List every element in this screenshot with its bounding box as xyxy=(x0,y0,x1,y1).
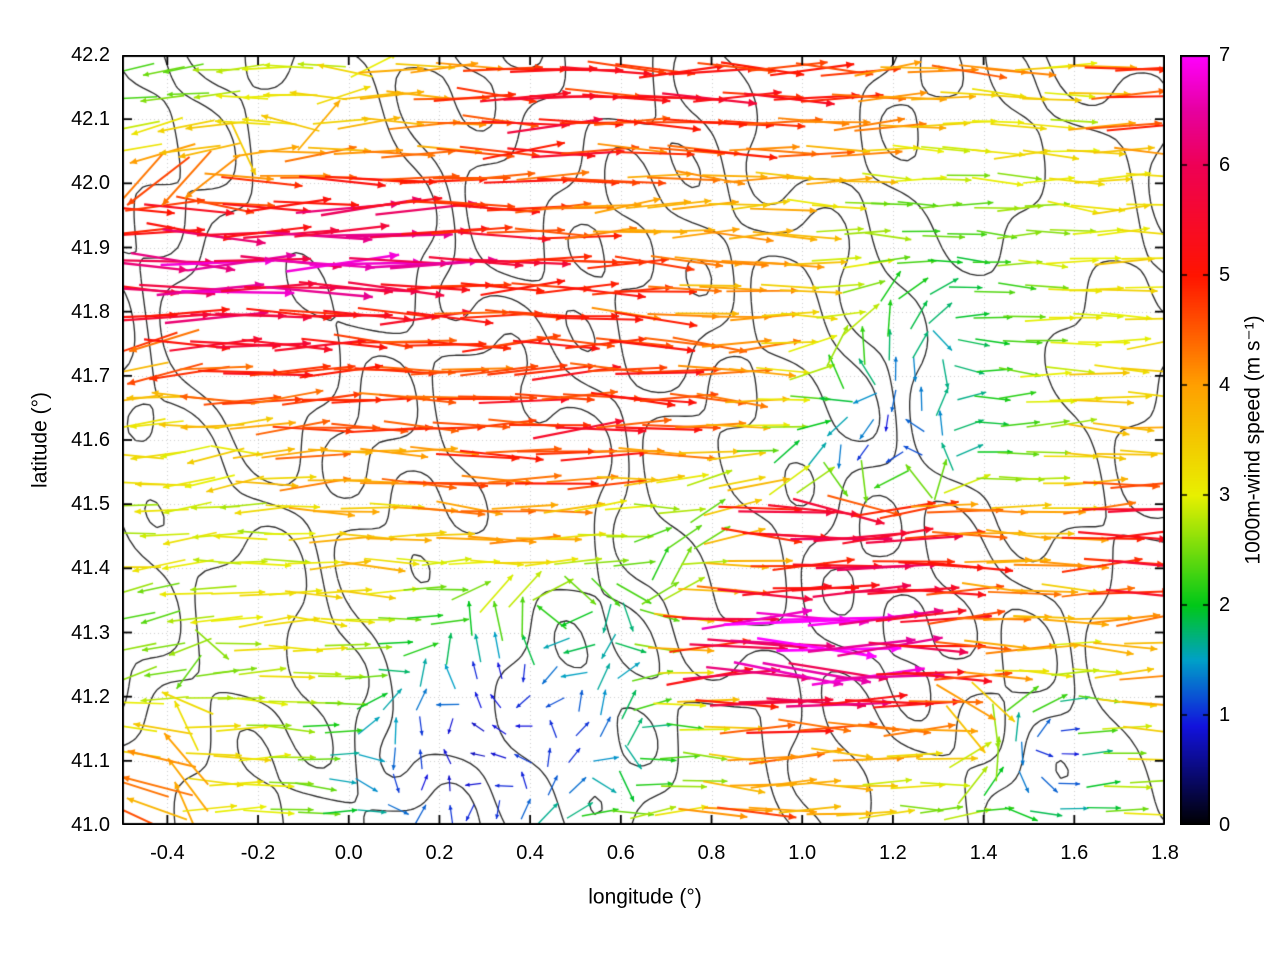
colorbar-tick-label: 1 xyxy=(1219,704,1231,726)
x-tick-label: 0.8 xyxy=(697,842,726,864)
colorbar-tick-label: 0 xyxy=(1219,814,1231,836)
x-tick-label: -0.2 xyxy=(240,842,276,864)
y-tick-label: 41.2 xyxy=(71,685,110,708)
x-tick-label: 1.4 xyxy=(969,842,998,864)
colorbar-label: 1000m-wind speed (m s⁻¹) xyxy=(1241,315,1265,565)
y-tick-label: 41.6 xyxy=(71,429,110,451)
colorbar-tick-label: 5 xyxy=(1219,264,1231,286)
y-tick-label: 41.5 xyxy=(71,493,110,516)
colorbar-tick-label: 7 xyxy=(1219,44,1231,66)
y-tick-label: 41.9 xyxy=(71,236,110,259)
x-tick-label: -0.4 xyxy=(150,842,185,864)
x-tick-label: 0.6 xyxy=(606,842,635,864)
y-tick-label: 42.1 xyxy=(71,108,110,131)
y-tick-label: 42.0 xyxy=(71,172,110,195)
x-tick-label: 0.0 xyxy=(334,842,363,864)
y-tick-label: 41.8 xyxy=(71,300,110,323)
colorbar-tick-label: 3 xyxy=(1219,484,1231,506)
wind-vector-plot-canvas xyxy=(122,55,1165,825)
colorbar-tick-label: 6 xyxy=(1219,154,1231,176)
y-tick-label: 41.7 xyxy=(71,364,110,387)
x-tick-label: 0.2 xyxy=(425,842,454,864)
x-tick-label: 1.2 xyxy=(879,842,907,864)
y-tick-label: 41.4 xyxy=(71,557,110,580)
y-axis-label: latitude (°) xyxy=(28,392,52,488)
colorbar-canvas xyxy=(1180,55,1210,825)
x-tick-label: 1.6 xyxy=(1060,842,1089,864)
x-axis-label: longitude (°) xyxy=(588,885,702,909)
colorbar-tick-label: 4 xyxy=(1219,374,1231,396)
y-tick-label: 41.1 xyxy=(71,749,110,772)
x-tick-label: 0.4 xyxy=(516,842,545,864)
x-tick-label: 1.8 xyxy=(1151,842,1179,864)
y-tick-label: 41.3 xyxy=(71,621,110,644)
y-tick-label: 42.2 xyxy=(71,44,110,66)
x-tick-label: 1.0 xyxy=(788,842,817,864)
y-tick-label: 41.0 xyxy=(71,814,110,836)
colorbar-tick-label: 2 xyxy=(1219,594,1231,616)
